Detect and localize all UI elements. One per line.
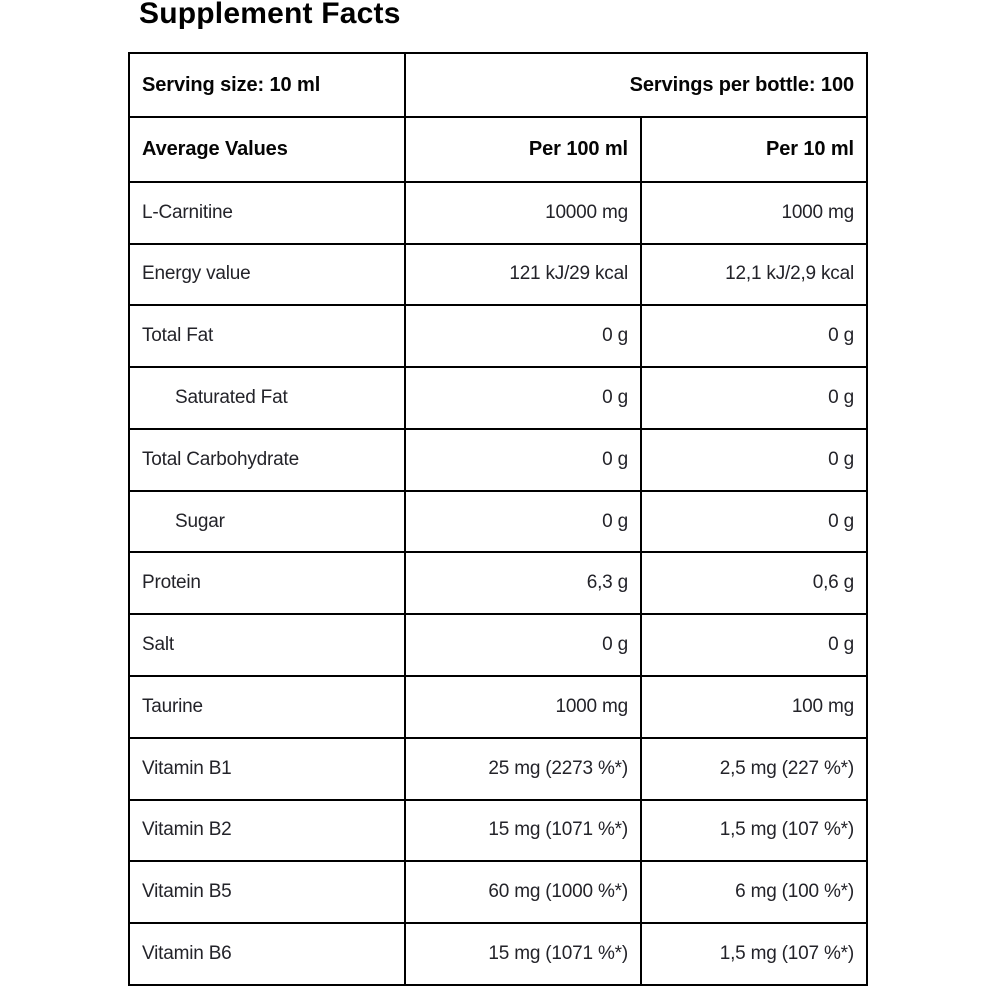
- nutrient-label: Vitamin B6: [128, 922, 406, 986]
- table-row: Salt 0 g 0 g: [128, 613, 868, 677]
- per-100ml-value: 0 g: [404, 304, 642, 369]
- supplement-facts-table: Serving size: 10 ml Servings per bottle:…: [128, 51, 868, 986]
- per-10ml-value: 0 g: [640, 366, 868, 430]
- table-row: L-Carnitine 10000 mg 1000 mg: [128, 180, 868, 245]
- per-100ml-value: 25 mg (2273 %*): [404, 736, 642, 801]
- per-100ml-value: 1000 mg: [404, 674, 642, 739]
- table-row: Total Carbohydrate 0 g 0 g: [128, 427, 868, 492]
- per-100ml-value: 15 mg (1071 %*): [404, 922, 642, 986]
- per-10ml-value: 0,6 g: [640, 551, 868, 616]
- per-10ml-value: 1,5 mg (107 %*): [640, 798, 868, 863]
- per-100ml-value: 10000 mg: [404, 180, 642, 245]
- table-row: Vitamin B2 15 mg (1071 %*) 1,5 mg (107 %…: [128, 798, 868, 863]
- per-10ml-value: 100 mg: [640, 674, 868, 739]
- nutrient-label: L-Carnitine: [128, 180, 406, 245]
- nutrient-label: Protein: [128, 551, 406, 616]
- nutrient-label: Taurine: [128, 674, 406, 739]
- nutrient-label: Vitamin B1: [128, 736, 406, 801]
- column-header-average-values: Average Values: [128, 116, 406, 183]
- serving-info-row: Serving size: 10 ml Servings per bottle:…: [128, 51, 868, 119]
- nutrient-label: Vitamin B2: [128, 798, 406, 863]
- per-100ml-value: 15 mg (1071 %*): [404, 798, 642, 863]
- nutrient-label: Total Fat: [128, 304, 406, 369]
- column-header-per-100ml: Per 100 ml: [404, 116, 642, 183]
- table-row: Saturated Fat 0 g 0 g: [128, 366, 868, 430]
- nutrient-label: Energy value: [128, 242, 406, 307]
- per-10ml-value: 2,5 mg (227 %*): [640, 736, 868, 801]
- nutrient-label: Vitamin B5: [128, 860, 406, 925]
- per-10ml-value: 1000 mg: [640, 180, 868, 245]
- per-100ml-value: 0 g: [404, 366, 642, 430]
- table-row: Protein 6,3 g 0,6 g: [128, 551, 868, 616]
- column-header-per-10ml: Per 10 ml: [640, 116, 868, 183]
- per-10ml-value: 0 g: [640, 304, 868, 369]
- per-10ml-value: 0 g: [640, 613, 868, 677]
- nutrient-label: Saturated Fat: [128, 366, 406, 430]
- per-10ml-value: 12,1 kJ/2,9 kcal: [640, 242, 868, 307]
- per-10ml-value: 0 g: [640, 489, 868, 554]
- table-row: Total Fat 0 g 0 g: [128, 304, 868, 369]
- per-100ml-value: 0 g: [404, 489, 642, 554]
- serving-size-label: Serving size: 10 ml: [128, 51, 406, 119]
- nutrient-label: Total Carbohydrate: [128, 427, 406, 492]
- table-row: Energy value 121 kJ/29 kcal 12,1 kJ/2,9 …: [128, 242, 868, 307]
- column-header-row: Average Values Per 100 ml Per 10 ml: [128, 116, 868, 183]
- per-100ml-value: 0 g: [404, 427, 642, 492]
- per-100ml-value: 121 kJ/29 kcal: [404, 242, 642, 307]
- nutrient-label: Sugar: [128, 489, 406, 554]
- page-title: Supplement Facts: [139, 0, 401, 30]
- table-row: Vitamin B5 60 mg (1000 %*) 6 mg (100 %*): [128, 860, 868, 925]
- per-100ml-value: 6,3 g: [404, 551, 642, 616]
- servings-per-bottle-label: Servings per bottle: 100: [404, 51, 868, 119]
- nutrient-label: Salt: [128, 613, 406, 677]
- per-10ml-value: 6 mg (100 %*): [640, 860, 868, 925]
- per-100ml-value: 0 g: [404, 613, 642, 677]
- per-10ml-value: 0 g: [640, 427, 868, 492]
- table-row: Taurine 1000 mg 100 mg: [128, 674, 868, 739]
- table-row: Vitamin B1 25 mg (2273 %*) 2,5 mg (227 %…: [128, 736, 868, 801]
- per-100ml-value: 60 mg (1000 %*): [404, 860, 642, 925]
- table-row: Sugar 0 g 0 g: [128, 489, 868, 554]
- table-row: Vitamin B6 15 mg (1071 %*) 1,5 mg (107 %…: [128, 922, 868, 986]
- per-10ml-value: 1,5 mg (107 %*): [640, 922, 868, 986]
